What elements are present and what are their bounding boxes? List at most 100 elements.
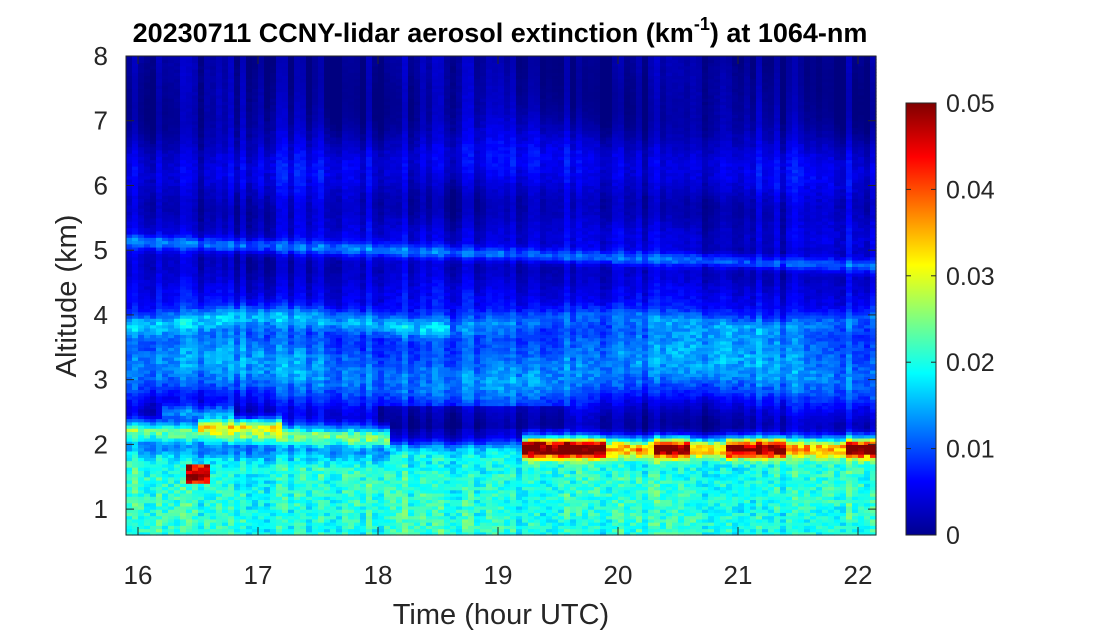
heatmap-cell (138, 314, 145, 319)
heatmap-cell (246, 266, 253, 271)
heatmap-cell (318, 492, 325, 497)
heatmap-cell (198, 214, 205, 219)
heatmap-cell (300, 224, 307, 229)
heatmap-cell (210, 72, 217, 77)
heatmap-cell (270, 114, 277, 119)
heatmap-cell (264, 127, 271, 132)
heatmap-cell (276, 153, 283, 157)
heatmap-cell (198, 386, 205, 390)
heatmap-cell (288, 318, 295, 322)
heatmap-cell (252, 289, 259, 293)
heatmap-cell (234, 450, 241, 455)
heatmap-cell (186, 120, 193, 125)
heatmap-cell (288, 175, 295, 180)
heatmap-cell (192, 101, 199, 106)
heatmap-cell (198, 444, 205, 449)
heatmap-cell (222, 301, 229, 306)
heatmap-cell (204, 201, 211, 206)
heatmap-cell (258, 337, 265, 342)
heatmap-cell (222, 159, 229, 164)
heatmap-cell (216, 457, 223, 462)
heatmap-cell (240, 94, 247, 99)
heatmap-cell (150, 334, 157, 339)
heatmap-cell (294, 512, 301, 517)
heatmap-cell (222, 221, 229, 225)
heatmap-cell (264, 253, 271, 258)
heatmap-cell (318, 356, 325, 361)
heatmap-cell (240, 363, 247, 368)
heatmap-cell (294, 272, 301, 277)
heatmap-cell (174, 308, 181, 313)
heatmap-cell (222, 395, 229, 400)
heatmap-cell (324, 344, 331, 348)
title-superscript: -1 (694, 14, 710, 34)
heatmap-cell (282, 272, 289, 277)
heatmap-cell (246, 243, 253, 248)
heatmap-cell (264, 78, 271, 83)
heatmap-cell (312, 266, 319, 271)
heatmap-cell (126, 421, 133, 426)
heatmap-cell (318, 94, 325, 99)
heatmap-cell (198, 415, 205, 420)
heatmap-cell (204, 146, 211, 151)
heatmap-cell (300, 311, 307, 316)
heatmap-cell (168, 492, 175, 497)
heatmap-cell (276, 85, 283, 89)
heatmap-cell (132, 470, 139, 475)
heatmap-cell (132, 172, 139, 177)
heatmap-cell (222, 366, 229, 371)
heatmap-cell (156, 230, 163, 235)
heatmap-cell (324, 253, 331, 258)
heatmap-cell (192, 363, 199, 368)
heatmap-cell (210, 305, 217, 310)
heatmap-cell (162, 402, 169, 407)
heatmap-cell (240, 483, 247, 488)
heatmap-cell (294, 214, 301, 219)
heatmap-cell (174, 360, 181, 365)
heatmap-cell (240, 344, 247, 348)
heatmap-cell (174, 104, 181, 109)
heatmap-cell (210, 98, 217, 102)
heatmap-cell (264, 178, 271, 183)
heatmap-cell (228, 402, 235, 407)
heatmap-cell (198, 486, 205, 491)
heatmap-cell (264, 437, 271, 442)
heatmap-cell (156, 81, 163, 86)
heatmap-cell (300, 515, 307, 520)
heatmap-cell (198, 269, 205, 274)
heatmap-cell (288, 408, 295, 413)
heatmap-cell (264, 334, 271, 339)
heatmap-cell (228, 389, 235, 394)
heatmap-cell (168, 117, 175, 122)
heatmap-cell (198, 62, 205, 67)
heatmap-cell (132, 502, 139, 507)
heatmap-cell (258, 318, 265, 322)
heatmap-cell (222, 522, 229, 526)
heatmap-cell (234, 243, 241, 248)
heatmap-cell (234, 489, 241, 494)
heatmap-cell (204, 256, 211, 261)
heatmap-cell (240, 182, 247, 187)
heatmap-cell (126, 502, 133, 507)
heatmap-cell (138, 224, 145, 229)
heatmap-cell (180, 454, 187, 458)
heatmap-cell (282, 62, 289, 67)
heatmap-cell (150, 308, 157, 313)
heatmap-cell (312, 431, 319, 436)
heatmap-cell (192, 467, 199, 471)
heatmap-cell (204, 56, 211, 60)
heatmap-cell (126, 149, 133, 154)
heatmap-cell (228, 123, 235, 128)
heatmap-cell (198, 395, 205, 400)
heatmap-cell (306, 379, 313, 384)
heatmap-cell (204, 246, 211, 251)
heatmap-cell (150, 136, 157, 141)
heatmap-cell (144, 496, 151, 500)
heatmap-cell (168, 428, 175, 433)
heatmap-cell (222, 502, 229, 507)
heatmap-cell (306, 444, 313, 449)
heatmap-cell (252, 460, 259, 465)
heatmap-cell (300, 486, 307, 491)
heatmap-cell (306, 399, 313, 403)
heatmap-cell (258, 301, 265, 306)
